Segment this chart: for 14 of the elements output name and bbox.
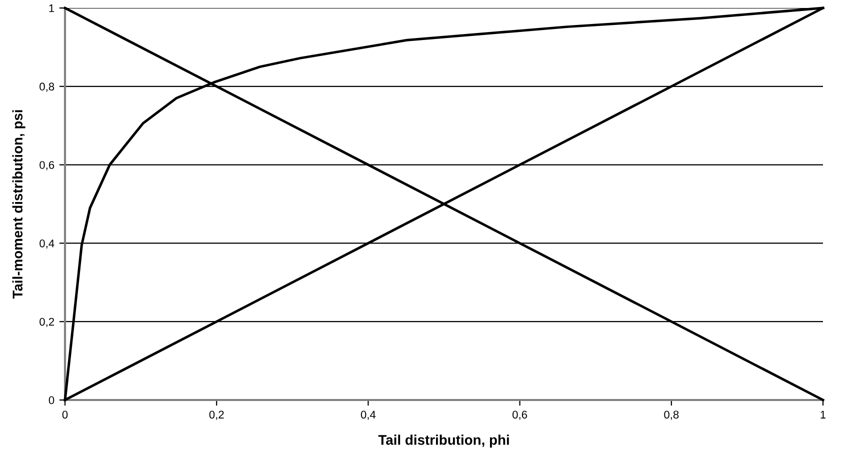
y-axis-title: Tail-moment distribution, psi bbox=[12, 110, 26, 299]
x-tick-label: 0,6 bbox=[512, 410, 528, 420]
y-tick-label: 0,6 bbox=[40, 161, 54, 170]
x-tick-label: 1 bbox=[820, 410, 826, 418]
x-tick-label: 0,2 bbox=[209, 410, 224, 420]
y-tick-label: 0,8 bbox=[40, 82, 54, 92]
y-tick-label: 0 bbox=[48, 396, 54, 404]
x-tick-label: 0 bbox=[62, 410, 68, 419]
y-tick-label: 0,2 bbox=[40, 318, 54, 328]
y-tick-label: 1 bbox=[49, 4, 54, 12]
x-axis-title: Tail distribution, phi bbox=[378, 434, 509, 448]
y-tick-label: 0,4 bbox=[40, 239, 54, 249]
x-tick-label: 0,4 bbox=[360, 410, 376, 420]
x-tick-label: 0,8 bbox=[664, 410, 679, 420]
